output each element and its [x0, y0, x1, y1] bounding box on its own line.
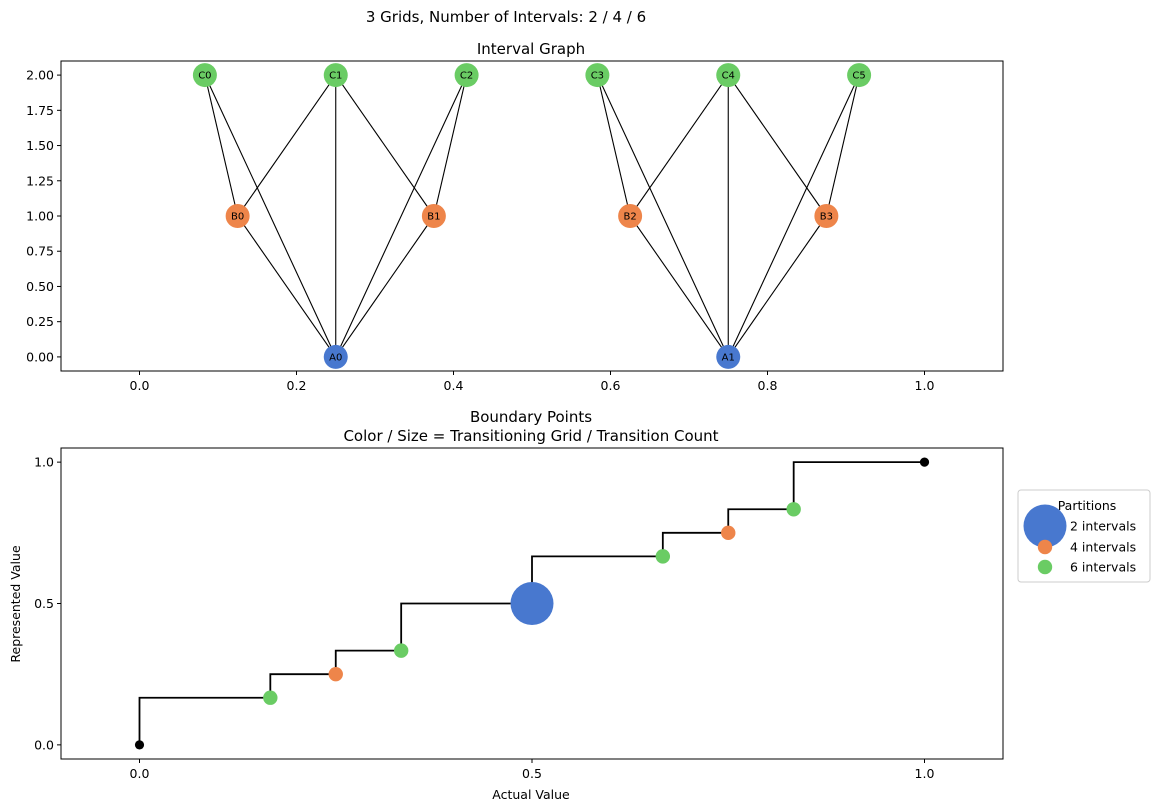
boundary-x-tick-label: 0.5	[522, 766, 542, 781]
boundary-point-1	[328, 666, 343, 682]
graph-edge-B3-C4	[727, 74, 827, 217]
boundary-title-line-1: Boundary Points	[470, 408, 592, 426]
graph-title: Interval Graph	[477, 40, 585, 58]
graph-axes-frame	[60, 60, 1004, 372]
graph-node-A1	[716, 344, 741, 369]
graph-edge-A1-B3	[727, 215, 827, 358]
graph-node-C3	[585, 63, 610, 88]
graph-node-label-C3: C3	[591, 71, 604, 82]
boundary-markers	[134, 457, 930, 750]
graph-edges	[204, 74, 860, 358]
boundary-y-ticks: 0.0 0.5 1.0	[34, 455, 61, 752]
graph-y-tick-label: 0.25	[26, 314, 54, 329]
graph-y-tick-label: 1.25	[26, 173, 54, 188]
graph-node-label-C4: C4	[722, 71, 735, 82]
graph-edge-B0-C0	[204, 74, 239, 217]
boundary-x-tick-label: 0.0	[130, 766, 150, 781]
legend-label-0: 2 intervals	[1070, 519, 1136, 534]
boundary-y-tick-label: 1.0	[34, 455, 54, 470]
graph-x-tick-label: 0.4	[444, 378, 464, 393]
graph-x-tick-label: 0.2	[287, 378, 307, 393]
graph-node-B0	[225, 204, 250, 228]
boundary-x-axis-label: Actual Value	[492, 787, 570, 802]
graph-edge-B0-C1	[237, 74, 337, 217]
graph-node-C2	[454, 63, 479, 88]
graph-x-tick-label: 0.8	[758, 378, 778, 393]
graph-edge-A0-C2	[335, 74, 468, 358]
graph-node-C1	[323, 63, 348, 88]
graph-edge-B2-C4	[629, 74, 729, 217]
boundary-y-tick-label: 0.5	[34, 596, 54, 611]
graph-y-tick-label: 0.00	[26, 349, 54, 364]
legend-title: Partitions	[1058, 498, 1117, 513]
graph-x-tick-label: 1.0	[915, 378, 935, 393]
graph-node-B1	[421, 204, 446, 228]
graph-edge-A1-B2	[629, 215, 729, 358]
graph-edge-A0-C0	[204, 74, 337, 358]
graph-node-label-B1: B1	[427, 212, 440, 223]
graph-node-label-C2: C2	[460, 71, 473, 82]
graph-y-ticks: 0.00 0.25 0.50 0.75 1.00 1.25 1.50 1.75 2.00	[26, 68, 61, 364]
graph-node-label-C5: C5	[852, 71, 865, 82]
graph-edge-B2-C3	[596, 74, 631, 217]
boundary-point-5	[721, 525, 736, 541]
graph-nodes: A0 A1 B0 B1 B2 B3 C0 C1 C2 C3 C4 C5	[192, 63, 872, 369]
boundary-point-0	[263, 690, 278, 705]
boundary-point-4	[655, 549, 671, 564]
graph-node-label-B0: B0	[231, 212, 244, 223]
graph-y-tick-label: 1.50	[26, 138, 54, 153]
graph-node-label-A0: A0	[329, 352, 342, 363]
legend-marker-0	[1023, 504, 1067, 548]
graph-node-label-B2: B2	[624, 212, 637, 223]
graph-node-C5	[847, 63, 872, 88]
graph-edge-A1-C3	[596, 74, 729, 358]
boundary-y-axis-label: Represented Value	[8, 545, 23, 663]
boundary-y-tick-label: 0.0	[34, 737, 54, 752]
graph-node-label-A1: A1	[722, 352, 735, 363]
figure-suptitle: 3 Grids, Number of Intervals: 2 / 4 / 6	[366, 8, 646, 26]
graph-node-A0	[323, 344, 348, 369]
graph-edge-A0-B0	[237, 215, 337, 358]
boundary-x-ticks: 0.0 0.5 1.0	[130, 759, 935, 781]
graph-x-ticks: 0.0 0.2 0.4 0.6 0.8 1.0	[130, 371, 935, 393]
graph-node-label-B3: B3	[820, 212, 833, 223]
graph-node-C0	[192, 63, 217, 88]
graph-y-tick-label: 1.00	[26, 209, 54, 224]
graph-edge-B1-C1	[335, 74, 435, 217]
legend-marker-1	[1037, 539, 1053, 555]
graph-y-tick-label: 0.50	[26, 279, 54, 294]
graph-y-tick-label: 0.75	[26, 244, 54, 259]
boundary-title-line-2: Color / Size = Transitioning Grid / Tran…	[343, 427, 718, 445]
graph-node-label-C0: C0	[198, 71, 211, 82]
boundary-point-3	[510, 582, 554, 625]
boundary-point-2	[393, 643, 409, 658]
partitions-legend: Partitions 2 intervals 4 intervals 6 inter…	[1017, 489, 1151, 583]
legend-marker-2	[1037, 559, 1053, 575]
boundary-x-tick-label: 1.0	[915, 766, 935, 781]
boundary-point-6	[786, 502, 801, 517]
endpoint-marker-0	[134, 740, 145, 750]
graph-x-tick-label: 0.0	[130, 378, 150, 393]
graph-node-label-C1: C1	[329, 71, 342, 82]
graph-edge-B1-C2	[433, 74, 468, 217]
graph-y-tick-label: 1.75	[26, 103, 54, 118]
graph-node-B3	[814, 204, 839, 228]
graph-edge-B3-C5	[825, 74, 860, 217]
boundary-points-panel: Boundary Points Color / Size = Transitio…	[8, 408, 1004, 802]
legend-label-2: 6 intervals	[1070, 560, 1136, 575]
graph-x-tick-label: 0.6	[601, 378, 621, 393]
endpoint-marker-1	[919, 457, 930, 467]
graph-node-B2	[618, 204, 643, 228]
graph-edge-A0-B1	[335, 215, 435, 358]
legend-label-1: 4 intervals	[1070, 540, 1136, 555]
graph-node-C4	[716, 63, 741, 88]
graph-y-tick-label: 2.00	[26, 68, 54, 83]
graph-edge-A1-C5	[727, 74, 860, 358]
